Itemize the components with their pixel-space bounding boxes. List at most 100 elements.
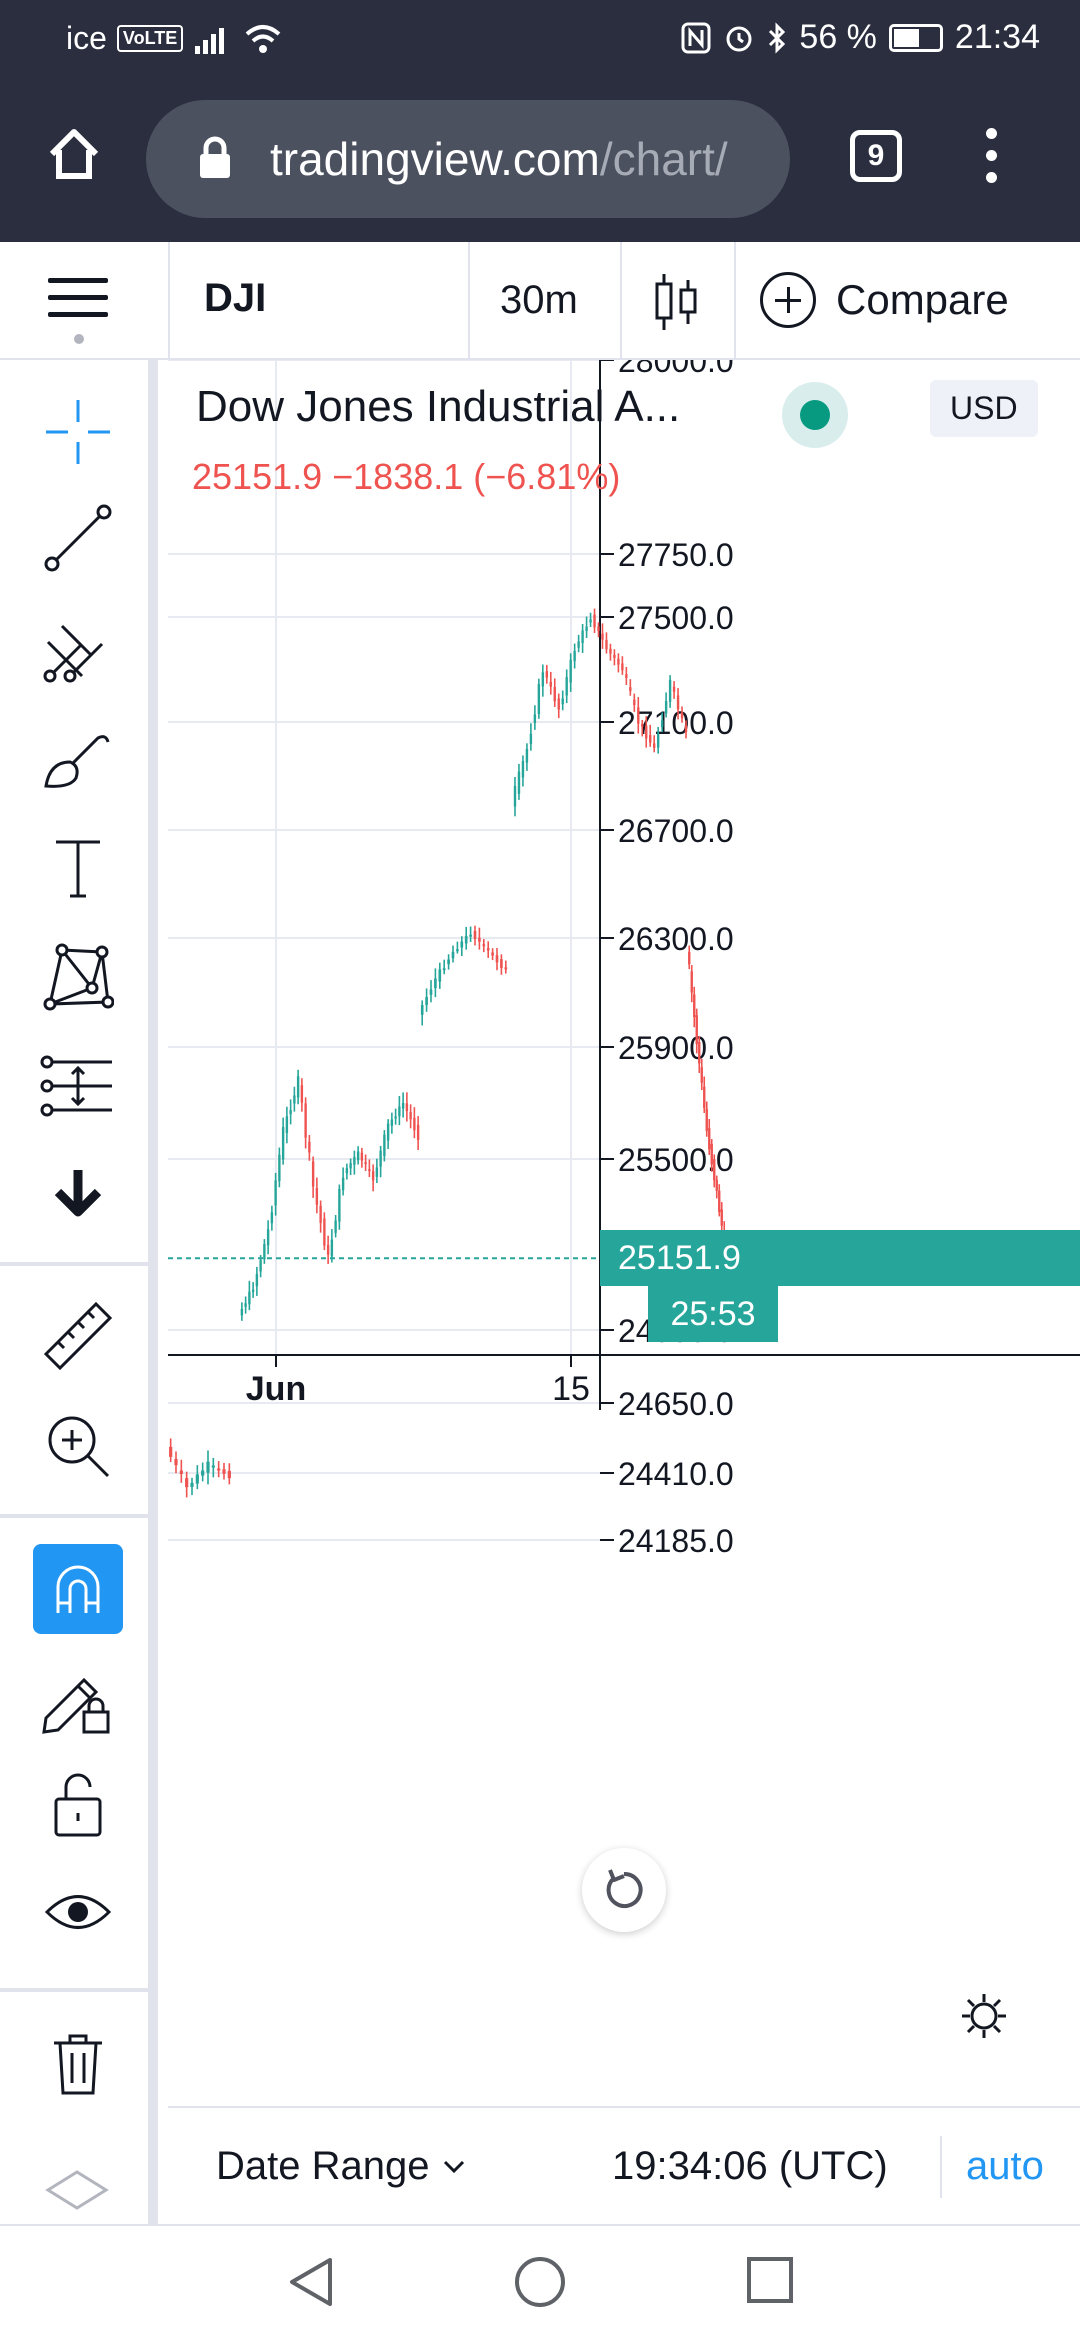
symbol-search-button[interactable]: DJI [204, 276, 267, 320]
measure-levels-icon[interactable] [40, 1048, 116, 1124]
candle-body [589, 619, 592, 623]
candle-body [169, 1446, 173, 1457]
price-chart[interactable]: 28000.0 27750.0 27500.0 27100.0 26700.0 26300… [168, 343, 1080, 2020]
eye-icon[interactable] [40, 1874, 116, 1950]
chart-pane[interactable]: 28000.0 27750.0 27500.0 27100.0 26700.0 26300… [168, 343, 1080, 2020]
crosshair-icon[interactable] [40, 394, 116, 470]
price-tick-label: 27100.0 [618, 705, 734, 741]
candle-body [693, 994, 696, 1018]
back-icon[interactable] [286, 2256, 334, 2308]
pitchfork-icon[interactable] [40, 610, 116, 686]
unlock-icon[interactable] [40, 1766, 116, 1842]
text-icon[interactable] [40, 830, 116, 906]
arrow-down-icon[interactable] [40, 1156, 116, 1232]
candle-body [401, 1102, 405, 1109]
candle-body [581, 630, 584, 643]
candle-body [504, 967, 508, 970]
candle-body [473, 930, 477, 940]
candle-body [513, 785, 517, 807]
candle-body [557, 698, 560, 710]
reset-icon [606, 1869, 643, 1908]
compare-button[interactable]: Compare [760, 272, 1009, 328]
candle-body [617, 658, 620, 665]
pattern-icon[interactable] [40, 938, 116, 1014]
price-tick-label: 25900.0 [618, 1030, 734, 1066]
candle-body [244, 1303, 247, 1307]
candle-body [211, 1465, 215, 1468]
candle-body [672, 686, 676, 692]
status-bar: ice VoLTE 56 % 21:34 [0, 0, 1080, 78]
date-range-button[interactable]: Date Range [216, 2144, 465, 2189]
candle-body [633, 699, 636, 706]
alarm-icon [726, 26, 752, 51]
trend-line-icon[interactable] [40, 500, 116, 576]
candle-body [601, 633, 604, 640]
layers-icon[interactable] [44, 2166, 110, 2210]
price-tick-label: 24185.0 [618, 1523, 734, 1559]
candle-body [464, 935, 468, 944]
price-tick-label: 27750.0 [618, 537, 734, 573]
candle-body [319, 1205, 322, 1223]
candle-body [278, 1154, 281, 1182]
chart-bottom-toolbar: Date Range 19:34:06 (UTC) auto [168, 2106, 1080, 2224]
home-nav-icon[interactable] [514, 2256, 566, 2308]
candle-body [713, 1159, 716, 1181]
menu-icon[interactable] [48, 278, 108, 329]
trash-icon[interactable] [40, 2026, 116, 2102]
legend-symbol-title[interactable]: Dow Jones Industrial A... [196, 382, 681, 431]
candle-body [227, 1470, 231, 1479]
candle-body [690, 971, 693, 993]
candle-body [625, 674, 628, 679]
candle-body [390, 1119, 394, 1126]
candle-body [641, 724, 644, 727]
lock-drawing-icon[interactable] [40, 1660, 116, 1736]
auto-scale-button[interactable]: auto [966, 2144, 1044, 2188]
chart-type-candles-icon[interactable] [652, 272, 702, 332]
candle-body [304, 1103, 307, 1138]
candle-body [315, 1188, 319, 1205]
utc-clock[interactable]: 19:34:06 (UTC) [612, 2144, 888, 2188]
candle-body [597, 626, 600, 632]
interval-button[interactable]: 30m [500, 278, 578, 322]
magnet-icon[interactable] [33, 1544, 123, 1634]
candle-body [529, 733, 533, 745]
lock-icon [200, 136, 230, 178]
brush-icon[interactable] [40, 720, 116, 796]
candle-body [420, 1005, 424, 1015]
drawing-toolbar [0, 360, 158, 2230]
candle-body [416, 1124, 420, 1141]
ruler-icon[interactable] [40, 1298, 116, 1374]
candle-body [263, 1244, 266, 1260]
candle-body [700, 1067, 703, 1083]
candle-body [274, 1180, 277, 1206]
candle-body [521, 761, 525, 778]
candle-body [676, 695, 680, 710]
tab-switcher-button[interactable]: 9 [850, 130, 902, 182]
compare-label: Compare [836, 276, 1009, 323]
browser-menu-icon[interactable] [986, 128, 998, 194]
chart-settings-icon[interactable] [960, 1992, 1008, 2040]
recents-icon[interactable] [746, 2256, 794, 2304]
wifi-icon [245, 24, 281, 53]
candle-body [398, 1106, 401, 1117]
home-icon[interactable] [46, 126, 102, 182]
candle-body [308, 1141, 311, 1153]
market-status-dot[interactable] [782, 382, 848, 448]
chevron-down-icon [444, 2160, 465, 2173]
candle-body [311, 1161, 315, 1187]
candle-body [248, 1291, 251, 1305]
currency-label[interactable]: USD [930, 380, 1038, 437]
candle-body [330, 1239, 334, 1257]
price-tick-label: 28000.0 [618, 360, 734, 379]
candle-body [438, 969, 442, 982]
toolbar-divider [620, 242, 622, 360]
candle-body [656, 733, 660, 748]
address-bar[interactable]: tradingview.com/chart/ [146, 100, 790, 218]
candle-body [323, 1218, 326, 1246]
reset-chart-button[interactable] [582, 1848, 666, 1932]
candle-body [621, 663, 624, 671]
candle-body [356, 1151, 360, 1161]
candle-body [585, 626, 588, 632]
battery-icon [888, 23, 943, 52]
zoom-in-icon[interactable] [40, 1408, 116, 1484]
